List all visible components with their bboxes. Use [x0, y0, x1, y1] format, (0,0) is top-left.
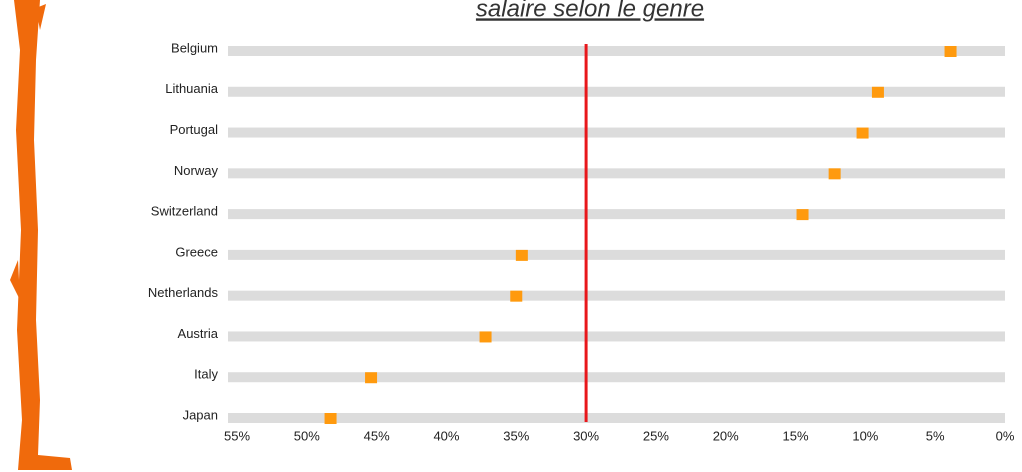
- track: [228, 413, 1005, 423]
- y-tick-label: Japan: [183, 407, 218, 422]
- y-tick-label: Austria: [178, 326, 219, 341]
- marker: [480, 331, 492, 342]
- y-tick-label: Belgium: [171, 40, 218, 55]
- marker: [857, 128, 869, 139]
- track: [228, 372, 1005, 382]
- track: [228, 250, 1005, 260]
- decoration: [10, 0, 72, 470]
- x-tick-label: 50%: [294, 428, 320, 443]
- track: [228, 46, 1005, 56]
- x-tick-label: 45%: [364, 428, 390, 443]
- chart-title: salaire selon le genre: [476, 0, 704, 22]
- track: [228, 128, 1005, 138]
- x-tick-label: 35%: [503, 428, 529, 443]
- y-tick-label: Netherlands: [148, 285, 219, 300]
- track: [228, 168, 1005, 178]
- x-tick-label: 10%: [852, 428, 878, 443]
- x-tick-label: 5%: [926, 428, 945, 443]
- track: [228, 87, 1005, 97]
- track: [228, 209, 1005, 219]
- x-tick-label: 0%: [996, 428, 1015, 443]
- marker: [945, 46, 957, 57]
- y-tick-label: Italy: [194, 367, 218, 382]
- y-tick-label: Lithuania: [165, 81, 219, 96]
- track: [228, 331, 1005, 341]
- marker: [797, 209, 809, 220]
- y-tick-label: Switzerland: [151, 204, 218, 219]
- x-tick-label: 55%: [224, 428, 250, 443]
- marker: [325, 413, 337, 424]
- marker: [516, 250, 528, 261]
- marker: [872, 87, 884, 98]
- x-tick-label: 40%: [433, 428, 459, 443]
- chart: salaire selon le genre Belgium Lithuania P…: [0, 0, 1022, 472]
- y-tick-label: Norway: [174, 163, 219, 178]
- x-tick-label: 25%: [643, 428, 669, 443]
- y-tick-label: Greece: [175, 244, 218, 259]
- marker: [365, 372, 377, 383]
- y-tick-label: Portugal: [170, 122, 219, 137]
- x-tick-label: 15%: [783, 428, 809, 443]
- x-tick-label: 30%: [573, 428, 599, 443]
- marker: [829, 168, 841, 179]
- marker: [510, 291, 522, 302]
- track: [228, 291, 1005, 301]
- x-tick-label: 20%: [713, 428, 739, 443]
